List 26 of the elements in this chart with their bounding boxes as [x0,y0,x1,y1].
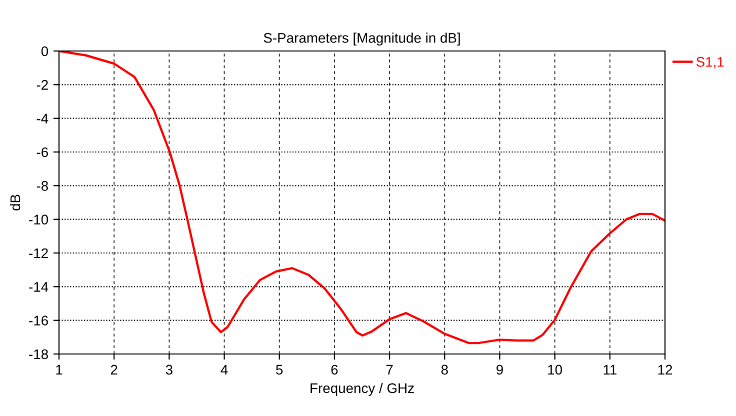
y-tick-label: -10 [29,214,48,225]
x-tick-label: 9 [496,364,503,375]
y-tick-label: -2 [36,80,48,90]
y-tick-label: -6 [36,147,48,158]
x-tick-label: 11 [604,364,616,374]
x-tick-label: 5 [276,364,283,375]
y-tick-label: -12 [29,248,48,258]
x-tick-label: 3 [166,364,172,375]
y-tick-label: -8 [36,181,48,191]
x-axis-title: Frequency / GHz [310,382,414,396]
y-tick-label: -14 [29,282,48,292]
y-tick-label: -4 [36,114,48,124]
x-tick-label: 10 [548,364,562,375]
x-tick-label: 4 [220,364,228,374]
y-tick-label: -16 [29,316,48,326]
y-axis-title: dB [10,194,20,210]
y-tick-label: -18 [29,349,48,360]
x-tick-label: 7 [386,364,393,374]
y-tick-label: 0 [41,46,48,56]
x-tick-label: 6 [331,364,338,375]
chart-title: S-Parameters [Magnitude in dB] [264,32,460,46]
x-tick-label: 12 [658,364,672,374]
x-tick-label: 2 [110,364,118,374]
legend-label: S1,1 [696,56,724,68]
x-tick-label: 8 [441,364,448,375]
x-tick-label: 1 [56,364,62,374]
